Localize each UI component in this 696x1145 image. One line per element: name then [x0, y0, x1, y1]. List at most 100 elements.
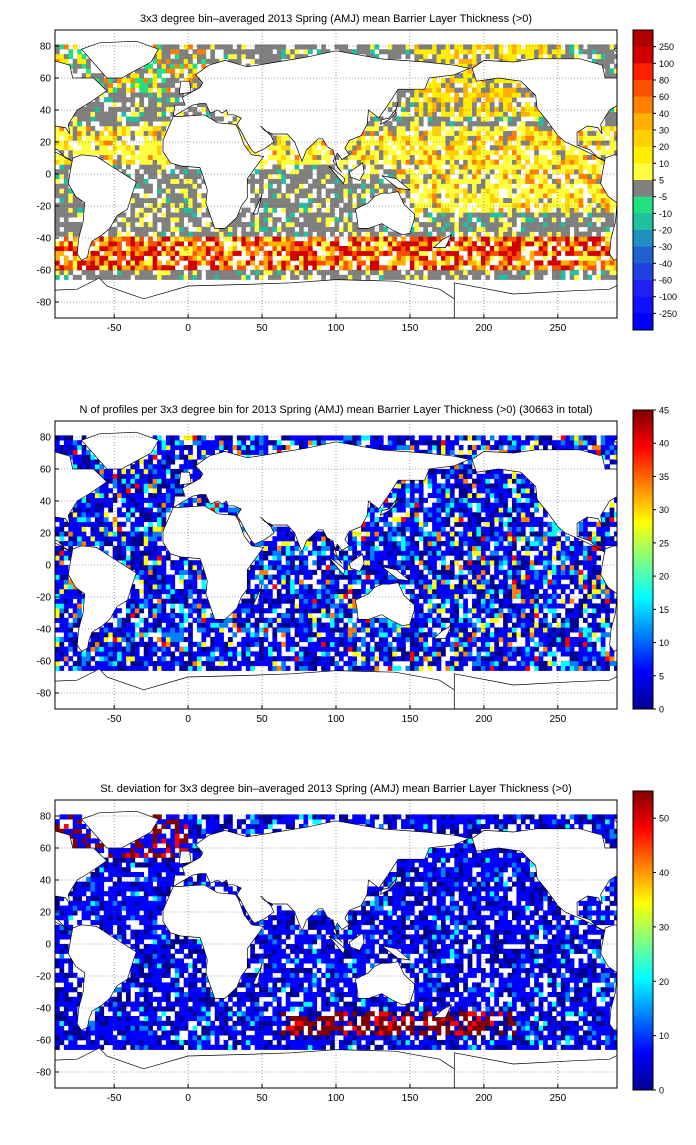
x-tick-label: 200	[476, 714, 493, 725]
count-map-title: N of profiles per 3x3 degree bin for 201…	[79, 404, 592, 416]
x-tick-label: 200	[476, 1093, 493, 1104]
colorbar-segment	[633, 113, 653, 130]
colorbar-tick-label: 20	[659, 977, 669, 987]
y-tick-label: -40	[37, 234, 52, 245]
y-tick-label: -80	[37, 298, 52, 309]
colorbar-tick-label: 30	[659, 505, 669, 515]
colorbar-segment	[633, 247, 653, 264]
colorbar-tick-label: 30	[659, 126, 669, 136]
x-tick-label: 150	[402, 1093, 419, 1104]
x-tick-label: 100	[328, 1093, 345, 1104]
colorbar-tick-label: 50	[659, 814, 669, 824]
colorbar-tick-label: 5	[659, 176, 664, 186]
x-tick-label: 0	[185, 714, 191, 725]
y-tick-label: -20	[37, 972, 52, 983]
colorbar-segment	[633, 213, 653, 230]
colorbar-tick-label: -30	[659, 242, 672, 252]
x-tick-label: -50	[107, 714, 122, 725]
colorbar-segment	[633, 130, 653, 147]
colorbar-tick-label: 40	[659, 109, 669, 119]
x-tick-label: 150	[402, 323, 419, 334]
colorbar-tick-label: -10	[659, 209, 672, 219]
colorbar-tick-label: 80	[659, 76, 669, 86]
colorbar-tick-label: 10	[659, 159, 669, 169]
mean-map-title: 3x3 degree bin–averaged 2013 Spring (AMJ…	[140, 13, 532, 25]
colorbar-segment	[633, 297, 653, 314]
colorbar-tick-label: 250	[659, 42, 674, 52]
x-tick-label: 0	[185, 1093, 191, 1104]
colorbar-tick-label: 45	[659, 406, 669, 416]
std-deviation-map-panel: St. deviation for 3x3 degree bin–average…	[0, 783, 696, 1104]
colorbar-gradient	[633, 791, 653, 1090]
y-tick-label: -40	[37, 1004, 52, 1015]
colorbar-segment	[633, 163, 653, 180]
colorbar-tick-label: 10	[659, 638, 669, 648]
x-tick-label: 100	[328, 714, 345, 725]
y-tick-label: 0	[45, 170, 51, 181]
colorbar-tick-label: -5	[659, 192, 667, 202]
y-tick-label: 0	[45, 561, 51, 572]
y-tick-label: 0	[45, 940, 51, 951]
y-tick-label: -80	[37, 1068, 52, 1079]
y-tick-label: -60	[37, 657, 52, 668]
colorbar-tick-label: 5	[659, 671, 664, 681]
y-tick-label: 40	[40, 497, 52, 508]
colorbar-tick-label: 10	[659, 1031, 669, 1041]
x-tick-label: -50	[107, 323, 122, 334]
colorbar-segment	[633, 80, 653, 97]
y-tick-label: 20	[40, 138, 52, 149]
y-tick-label: -80	[37, 689, 52, 700]
y-tick-label: 20	[40, 908, 52, 919]
colorbar-tick-label: 15	[659, 605, 669, 615]
colorbar-tick-label: 30	[659, 922, 669, 932]
colorbar-segment	[633, 313, 653, 330]
y-tick-label: 60	[40, 465, 52, 476]
colorbar-segment	[633, 197, 653, 214]
colorbar-tick-label: -60	[659, 276, 672, 286]
x-tick-label: -50	[107, 1093, 122, 1104]
colorbar-tick-label: 60	[659, 92, 669, 102]
colorbar-segment	[633, 230, 653, 247]
colorbar-segment	[633, 280, 653, 297]
colorbar-tick-label: 0	[659, 1086, 664, 1096]
mean-thickness-map-panel: 3x3 degree bin–averaged 2013 Spring (AMJ…	[0, 13, 696, 334]
y-tick-label: -60	[37, 266, 52, 277]
y-tick-label: 80	[40, 433, 52, 444]
colorbar-segment	[633, 63, 653, 80]
x-tick-label: 250	[549, 714, 566, 725]
profile-count-map-panel: N of profiles per 3x3 degree bin for 201…	[0, 404, 696, 725]
colorbar-tick-label: 20	[659, 572, 669, 582]
colorbar-segment	[633, 97, 653, 114]
colorbar-tick-label: 20	[659, 142, 669, 152]
y-tick-label: -40	[37, 625, 52, 636]
colorbar-tick-label: -20	[659, 226, 672, 236]
colorbar-tick-label: -40	[659, 259, 672, 269]
x-tick-label: 250	[549, 1093, 566, 1104]
colorbar-segment	[633, 47, 653, 64]
colorbar-tick-label: 35	[659, 472, 669, 482]
colorbar-segment	[633, 147, 653, 164]
std-map-title: St. deviation for 3x3 degree bin–average…	[100, 783, 572, 795]
colorbar-tick-label: 100	[659, 59, 674, 69]
y-tick-label: 60	[40, 844, 52, 855]
colorbar-tick-label: -100	[659, 292, 677, 302]
x-tick-label: 50	[256, 323, 268, 334]
colorbar-segment	[633, 180, 653, 197]
colorbar-segment	[633, 30, 653, 47]
y-tick-label: 40	[40, 106, 52, 117]
y-tick-label: 80	[40, 812, 52, 823]
x-tick-label: 50	[256, 1093, 268, 1104]
mean-thickness-colorbar: 250 100 80 60 40 30 20 10 5 -5 -10 -20 -30 -40 -60 -100…	[633, 30, 677, 330]
y-tick-label: -20	[37, 593, 52, 604]
y-tick-label: -20	[37, 202, 52, 213]
y-tick-label: 20	[40, 529, 52, 540]
x-tick-label: 200	[476, 323, 493, 334]
colorbar-tick-label: -250	[659, 309, 677, 319]
x-tick-label: 250	[549, 323, 566, 334]
colorbar-tick-label: 40	[659, 439, 669, 449]
y-tick-label: 40	[40, 876, 52, 887]
colorbar-gradient	[633, 410, 653, 709]
colorbar-tick-label: 25	[659, 538, 669, 548]
